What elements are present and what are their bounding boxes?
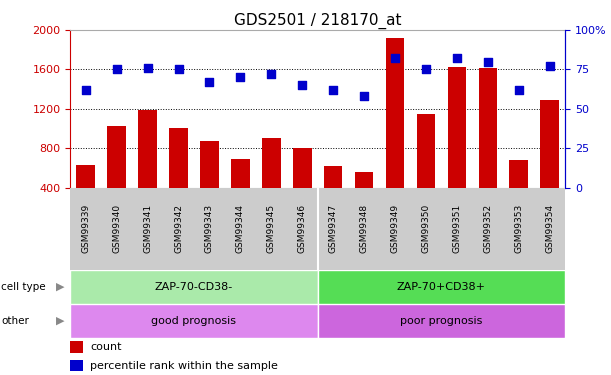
Text: poor prognosis: poor prognosis [400,316,483,326]
Text: other: other [1,316,29,326]
Point [143,65,153,71]
Text: GSM99353: GSM99353 [514,204,523,254]
Point [421,66,431,72]
Text: count: count [90,342,122,352]
Point [174,66,183,72]
Bar [510,160,528,188]
Point [81,87,90,93]
Text: GSM99350: GSM99350 [422,204,431,254]
Bar [293,148,312,188]
Text: GSM99348: GSM99348 [360,204,368,254]
Bar [262,138,280,188]
Point [266,71,276,77]
Text: GSM99344: GSM99344 [236,204,245,253]
Text: ▶: ▶ [56,282,64,292]
Bar [448,68,466,188]
Bar [318,304,565,338]
Point [359,93,369,99]
Point [205,79,214,85]
Text: GSM99345: GSM99345 [267,204,276,254]
Text: cell type: cell type [1,282,46,292]
Bar [108,126,126,188]
Bar [76,165,95,188]
Bar [355,172,373,188]
Text: GSM99349: GSM99349 [390,204,400,254]
Point [514,87,524,93]
Point [452,56,462,62]
Bar [138,110,157,188]
Text: GSM99343: GSM99343 [205,204,214,254]
Bar [478,68,497,188]
Text: GSM99351: GSM99351 [452,204,461,254]
Bar [200,141,219,188]
Text: GSM99339: GSM99339 [81,204,90,254]
Text: GSM99347: GSM99347 [329,204,338,254]
Text: GSM99352: GSM99352 [483,204,492,254]
Text: GSM99342: GSM99342 [174,204,183,253]
Text: GSM99340: GSM99340 [112,204,121,254]
Point [545,63,555,69]
Bar [70,360,82,371]
Bar [70,270,318,304]
Point [112,66,122,72]
Text: percentile rank within the sample: percentile rank within the sample [90,361,278,370]
Bar [417,114,435,188]
Text: ZAP-70+CD38+: ZAP-70+CD38+ [397,282,486,292]
Bar [541,100,559,188]
Point [328,87,338,93]
Bar [70,341,82,352]
Point [390,56,400,62]
Bar [386,38,404,188]
Bar [231,159,250,188]
Bar [70,304,318,338]
Text: GSM99341: GSM99341 [143,204,152,254]
Text: GSM99346: GSM99346 [298,204,307,254]
Text: good prognosis: good prognosis [152,316,236,326]
Point [298,82,307,88]
Text: ZAP-70-CD38-: ZAP-70-CD38- [155,282,233,292]
Text: ▶: ▶ [56,316,64,326]
Point [235,74,245,80]
Title: GDS2501 / 218170_at: GDS2501 / 218170_at [234,12,401,28]
Point [483,58,492,64]
Bar [324,166,343,188]
Bar [318,270,565,304]
Text: GSM99354: GSM99354 [545,204,554,254]
Bar [169,128,188,188]
